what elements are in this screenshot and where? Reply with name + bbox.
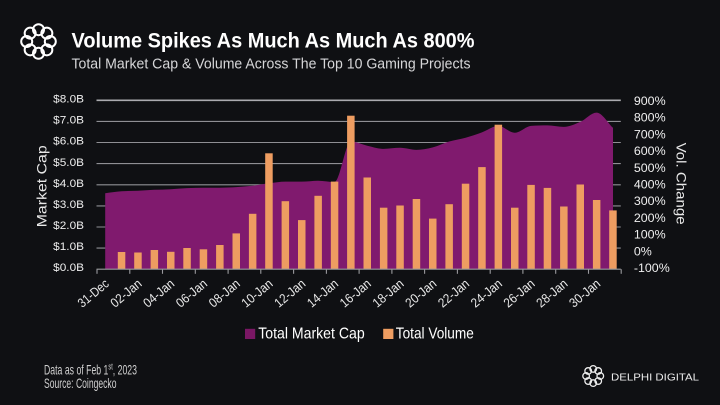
svg-text:$7.0B: $7.0B [53,115,84,127]
svg-text:Vol. Change: Vol. Change [674,143,690,225]
svg-text:$0.0B: $0.0B [53,262,84,274]
svg-text:Market Cap: Market Cap [34,145,50,227]
svg-text:500%: 500% [634,161,666,175]
svg-text:900%: 900% [634,94,666,108]
svg-text:DELPHI DIGITAL: DELPHI DIGITAL [611,371,699,383]
svg-text:600%: 600% [634,144,666,158]
svg-text:Data as of Feb 1st, 2023: Data as of Feb 1st, 2023 [44,361,137,377]
svg-text:$2.0B: $2.0B [53,220,84,232]
svg-text:$4.0B: $4.0B [53,178,84,190]
svg-text:200%: 200% [634,211,666,225]
svg-text:300%: 300% [634,194,666,208]
svg-text:$3.0B: $3.0B [53,199,84,211]
svg-text:$8.0B: $8.0B [53,94,84,106]
svg-text:400%: 400% [634,178,666,192]
svg-text:800%: 800% [634,111,666,125]
svg-text:100%: 100% [634,228,666,242]
svg-text:700%: 700% [634,127,666,141]
svg-text:Total Market Cap & Volume Acro: Total Market Cap & Volume Across The Top… [72,56,471,73]
svg-text:Total Market Cap: Total Market Cap [258,326,365,343]
svg-text:$6.0B: $6.0B [53,136,84,148]
svg-text:Total Volume: Total Volume [396,326,474,343]
svg-text:$1.0B: $1.0B [53,241,84,253]
svg-text:$5.0B: $5.0B [53,157,84,169]
svg-text:Source: Coingecko: Source: Coingecko [44,375,117,391]
svg-text:-100%: -100% [634,261,670,275]
svg-text:Volume Spikes As Much As Much: Volume Spikes As Much As Much As 800% [72,30,475,53]
svg-text:0%: 0% [634,244,652,258]
